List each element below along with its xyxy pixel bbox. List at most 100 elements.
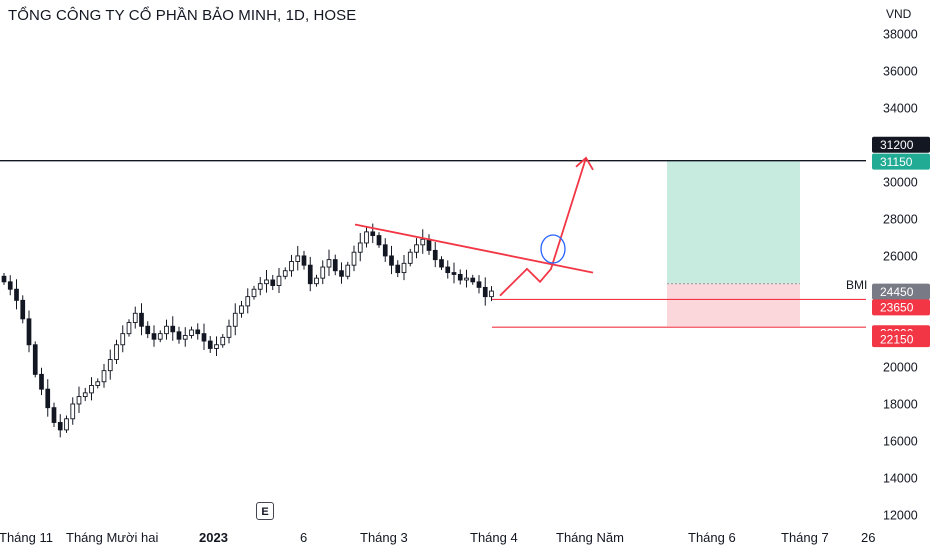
candle-body [457,273,463,281]
time-tick-label: Tháng 4 [470,530,518,545]
candle-body [189,329,194,336]
candle-body [370,231,376,237]
candle [407,248,413,267]
price-axis[interactable]: 12000 14000 16000 18000 20000 26000 28000 30000… [883,27,918,522]
candle [82,387,88,402]
candle [307,256,313,292]
price-tick-label: 16000 [883,434,918,448]
candle [126,319,132,337]
candle [351,245,357,272]
candle [282,267,288,280]
candle [301,250,307,270]
candle-body [182,335,188,340]
candle [245,288,251,314]
events-icon[interactable]: E [256,502,274,520]
time-tick-label: Tháng Năm [556,530,624,545]
candle [170,316,176,341]
candle [339,262,344,284]
candle-body [126,322,132,335]
candle-body [207,340,213,349]
price-tick-label: 30000 [883,175,918,189]
candle-body [301,255,307,266]
candle-body [439,259,444,268]
candle [101,363,107,388]
candle [182,327,188,347]
candle [320,260,326,285]
candle [64,415,69,433]
candle [132,306,138,329]
candle [470,274,476,285]
candle-body [357,242,363,253]
time-tick-label: Tháng 7 [781,530,829,545]
price-tick-label: 36000 [883,64,918,78]
candle-body [201,333,207,342]
candle [482,277,488,306]
candle-body [26,318,32,346]
candle-body [445,266,451,274]
candle [289,254,294,277]
candle-body [257,283,263,290]
arrow-head [575,156,594,171]
candle [57,414,63,438]
candle [357,232,363,262]
candle [226,319,232,344]
candle-body [114,344,119,361]
candle-body [239,305,244,314]
candle [139,303,144,336]
candle-body [470,277,476,283]
candle [207,336,213,353]
candle [189,326,194,339]
candle [120,325,126,353]
time-axis[interactable]: Tháng 11 Tháng Mười hai 2023 6 Tháng 3 Tháng … [0,530,875,545]
price-tick-label: 14000 [883,471,918,485]
candle-body [401,262,407,274]
candle-body [20,299,26,320]
price-tick-label: 26000 [883,249,918,263]
candle [426,234,432,255]
candle [420,229,426,254]
price-tag-label: 31200 [880,138,914,152]
candle-body [307,264,313,285]
candle-body [314,277,319,285]
candle [145,321,151,339]
candle [451,262,457,284]
candle-body [57,422,63,431]
candle-body [295,255,301,262]
time-tick-label: 2023 [199,530,228,545]
stop-zone [667,283,800,327]
candle-body [120,333,126,346]
candle-body [14,288,19,301]
candle-body [51,407,57,423]
candle [114,339,119,365]
candle-body [32,344,38,375]
candle-body [351,251,357,266]
candlestick-series [1,223,494,438]
candle-body [395,264,401,274]
candle-body [389,255,394,266]
candle-body [489,290,494,298]
symbol-label: BMI [846,278,867,292]
candle [1,272,7,285]
candle-body [451,272,457,275]
candle-body [164,325,169,335]
price-tick-label: 12000 [883,509,918,523]
time-tick-label: Tháng 3 [360,530,408,545]
candle-body [157,333,163,340]
time-tick-label: Tháng 11 [0,530,53,545]
price-tick-label: 34000 [883,101,918,115]
candle [432,242,438,268]
candle [45,379,51,417]
candle [457,269,463,285]
candle [239,300,244,318]
candle [157,330,163,343]
candle-body [264,279,269,285]
candle [164,319,169,340]
candle-body [151,333,157,340]
candle [51,402,57,427]
candle [32,341,38,378]
candle [39,367,44,396]
candle-body [364,231,369,244]
candle [276,267,282,294]
candle-body [64,418,69,431]
